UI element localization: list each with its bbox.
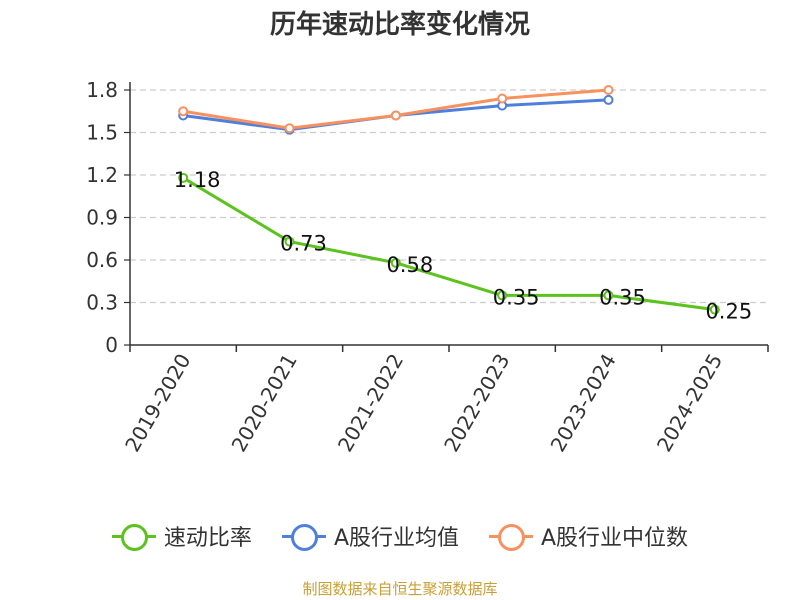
data-point — [178, 106, 189, 117]
data-point — [497, 93, 508, 104]
legend-item-quick-ratio[interactable]: 速动比率 — [111, 520, 252, 552]
chart-legend: 速动比率 A股行业均值 A股行业中位数 — [0, 520, 800, 552]
data-point — [284, 123, 295, 134]
chart-title: 历年速动比率变化情况 — [269, 10, 530, 40]
data-point — [603, 94, 614, 105]
data-point — [390, 257, 401, 268]
y-tick-label: 1.8 — [86, 78, 118, 102]
x-tick-label: 2020-2021 — [227, 350, 302, 456]
data-label: 0.35 — [599, 285, 646, 309]
legend-label-industry-mean: A股行业均值 — [333, 526, 459, 551]
data-point — [709, 304, 720, 315]
x-tick-label: 2021-2022 — [333, 350, 408, 456]
data-point — [390, 110, 401, 121]
series-line — [182, 88, 609, 130]
legend-label-quick-ratio: 速动比率 — [163, 526, 252, 551]
y-tick-label: 0.3 — [86, 291, 118, 315]
x-tick-label: 2023-2024 — [546, 350, 621, 456]
legend-item-industry-median[interactable]: A股行业中位数 — [489, 520, 688, 552]
x-tick-label: 2024-2025 — [652, 350, 727, 456]
y-tick-label: 0 — [105, 333, 118, 357]
legend-swatch-industry-median — [489, 521, 533, 551]
legend-item-industry-mean[interactable]: A股行业均值 — [281, 520, 459, 552]
legend-swatch-industry-mean — [281, 521, 326, 551]
y-tick-label: 1.2 — [86, 163, 118, 187]
data-point — [497, 290, 508, 301]
data-source-note: 制图数据来自恒生聚源数据库 — [302, 580, 498, 598]
x-tick-label: 2019-2020 — [120, 350, 195, 456]
data-point — [603, 85, 614, 95]
data-label: 0.58 — [386, 253, 433, 277]
legend-label-industry-median: A股行业中位数 — [541, 526, 689, 551]
x-tick-label: 2022-2023 — [439, 349, 514, 455]
data-label: 0.25 — [705, 300, 752, 324]
series-line — [182, 176, 716, 312]
data-label: 0.73 — [280, 232, 327, 256]
data-point — [178, 172, 189, 183]
data-label: 0.35 — [493, 285, 540, 309]
legend-swatch-quick-ratio — [111, 521, 156, 551]
y-tick-label: 0.9 — [86, 206, 118, 230]
data-point — [603, 290, 614, 301]
data-label: 1.18 — [174, 168, 221, 192]
y-tick-label: 1.5 — [86, 121, 118, 145]
data-point — [284, 236, 295, 247]
y-tick-label: 0.6 — [86, 248, 118, 272]
